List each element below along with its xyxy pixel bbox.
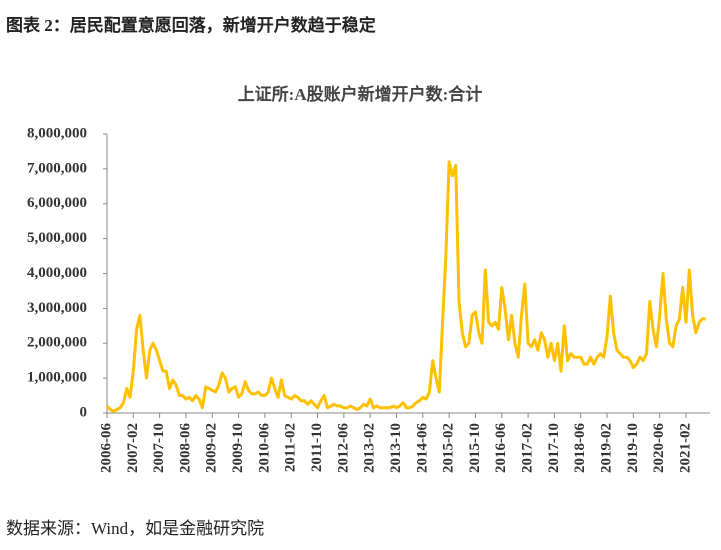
- x-tick-label: 2020-06: [651, 423, 667, 473]
- x-tick-label: 2019-10: [625, 423, 641, 473]
- line-series: [105, 160, 706, 413]
- y-tick-label: 6,000,000: [27, 195, 87, 211]
- x-tick-label: 2015-10: [467, 423, 483, 473]
- y-tick-label: 7,000,000: [27, 160, 87, 176]
- x-tick-label: 2013-02: [362, 423, 378, 473]
- chart-title: 上证所:A股账户新增开户数:合计: [238, 84, 483, 104]
- x-tick-label: 2012-06: [335, 423, 351, 473]
- x-tick-label: 2007-02: [125, 423, 141, 473]
- x-tick-label: 2007-10: [151, 423, 167, 473]
- source-note: 数据来源：Wind，如是金融研究院: [6, 519, 264, 538]
- x-tick-label: 2017-02: [520, 423, 536, 473]
- x-tick-label: 2011-02: [283, 423, 299, 472]
- x-tick-label: 2011-10: [309, 423, 325, 472]
- x-tick-label: 2017-10: [546, 423, 562, 473]
- y-tick-label: 0: [80, 404, 88, 420]
- page-title: 图表 2：居民配置意愿回落，新增开户数趋于稳定: [6, 15, 376, 35]
- x-tick-label: 2008-06: [177, 423, 193, 473]
- x-tick-label: 2016-06: [493, 423, 509, 473]
- x-tick-label: 2018-06: [572, 423, 588, 473]
- x-tick-label: 2006-06: [98, 423, 114, 473]
- x-tick-label: 2015-02: [441, 423, 457, 473]
- y-tick-label: 3,000,000: [27, 300, 87, 316]
- x-tick-label: 2019-02: [598, 423, 614, 473]
- x-tick-label: 2010-06: [256, 423, 272, 473]
- x-tick-label: 2013-10: [388, 423, 404, 473]
- y-tick-label: 2,000,000: [27, 335, 87, 351]
- y-tick-label: 4,000,000: [27, 265, 87, 281]
- x-tick-label: 2021-02: [677, 423, 693, 473]
- y-tick-label: 1,000,000: [27, 370, 87, 386]
- x-tick-label: 2014-06: [414, 423, 430, 473]
- x-tick-label: 2009-02: [204, 423, 220, 473]
- x-tick-label: 2009-10: [230, 423, 246, 473]
- y-tick-label: 5,000,000: [27, 230, 87, 246]
- y-tick-label: 8,000,000: [27, 125, 87, 141]
